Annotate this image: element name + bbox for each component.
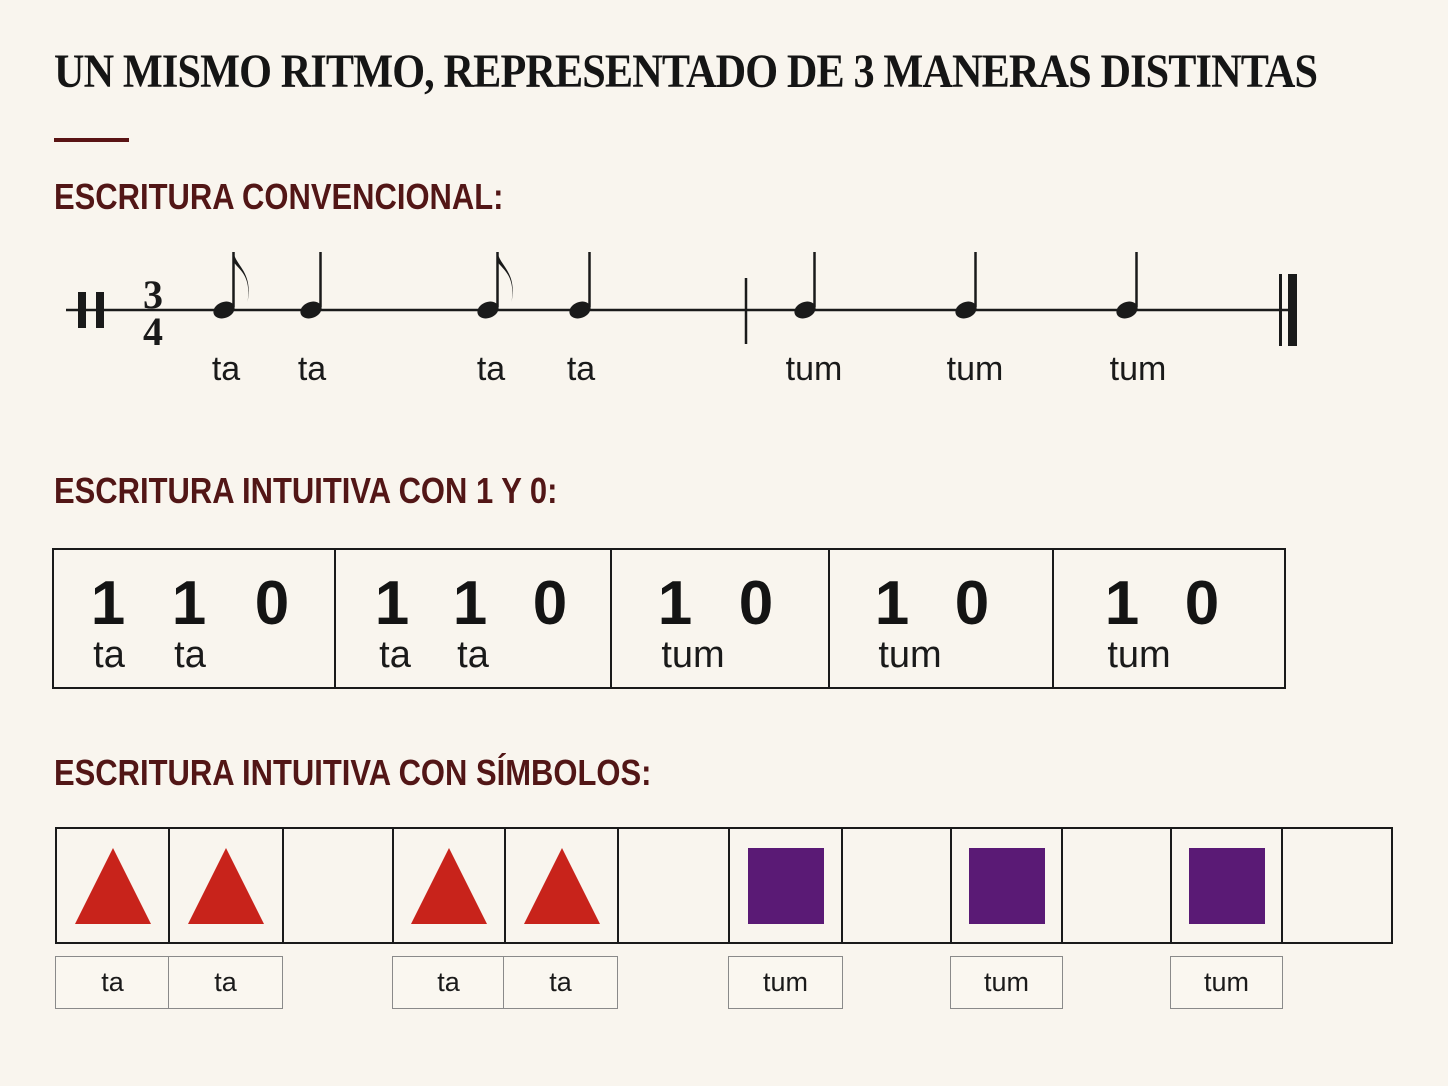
staff-syllable: ta — [297, 350, 327, 388]
binary-digit: 0 — [954, 569, 990, 638]
page-title: UN MISMO RITMO, REPRESENTADO DE 3 MANERA… — [54, 45, 1318, 98]
symbol-cell — [728, 827, 843, 944]
staff-syllable: tum — [1109, 350, 1167, 388]
symbol-label: tum — [950, 956, 1063, 1009]
binary-digit: 1 — [374, 569, 410, 638]
binary-syllable: ta — [379, 634, 411, 676]
symbol-cell-empty — [1061, 827, 1172, 944]
binary-digit: 1 — [171, 569, 207, 638]
staff-syllable: ta — [211, 350, 241, 388]
symbol-label: ta — [55, 956, 170, 1009]
staff-syllable: tum — [785, 350, 843, 388]
eighth-note-icon — [477, 252, 513, 319]
binary-digit: 1 — [874, 569, 910, 638]
binary-digit: 0 — [1184, 569, 1220, 638]
quarter-note-icon — [955, 252, 977, 319]
square-icon — [1188, 847, 1265, 924]
binary-syllable: tum — [1107, 634, 1171, 676]
eighth-note-icon — [213, 252, 249, 319]
binary-digit: 1 — [452, 569, 488, 638]
binary-digit: 1 — [90, 569, 126, 638]
binary-digit: 0 — [254, 569, 290, 638]
binary-syllable: ta — [457, 634, 489, 676]
staff-syllable: ta — [476, 350, 506, 388]
percussion-clef-icon — [78, 292, 104, 328]
triangle-icon — [523, 847, 600, 924]
symbol-cell-empty — [617, 827, 730, 944]
binary-digit: 1 — [657, 569, 693, 638]
time-signature-top: 3 — [143, 272, 163, 317]
symbol-label: ta — [503, 956, 618, 1009]
binary-digit: 1 — [1104, 569, 1140, 638]
section-label-symbols: ESCRITURA INTUITIVA CON SÍMBOLOS: — [54, 752, 652, 793]
title-underline — [54, 138, 129, 142]
symbol-cell — [950, 827, 1063, 944]
symbol-cell — [55, 827, 170, 944]
binary-group-5 — [1052, 548, 1286, 689]
symbol-cell-empty — [841, 827, 952, 944]
quarter-note-icon — [300, 252, 322, 319]
symbol-cell — [504, 827, 619, 944]
quarter-note-icon — [794, 252, 816, 319]
square-icon — [968, 847, 1045, 924]
staff-syllable: tum — [946, 350, 1004, 388]
symbol-label: tum — [728, 956, 843, 1009]
binary-digit: 0 — [532, 569, 568, 638]
final-barline — [1279, 274, 1297, 346]
section-label-conventional: ESCRITURA CONVENCIONAL: — [54, 176, 504, 217]
symbol-cell-empty — [1281, 827, 1393, 944]
triangle-icon — [411, 847, 487, 924]
binary-syllable: ta — [93, 634, 125, 676]
music-staff: 3 4 — [66, 252, 1297, 354]
symbol-cell — [392, 827, 506, 944]
symbol-label: tum — [1170, 956, 1283, 1009]
time-signature-bottom: 4 — [143, 309, 163, 354]
symbol-label: ta — [392, 956, 505, 1009]
section-label-binary: ESCRITURA INTUITIVA CON 1 Y 0: — [54, 470, 558, 511]
binary-syllable: tum — [661, 634, 725, 676]
symbol-cell — [1170, 827, 1283, 944]
staff-notes — [213, 252, 1138, 319]
binary-syllable: ta — [174, 634, 206, 676]
triangle-icon — [74, 847, 151, 924]
square-icon — [747, 847, 824, 924]
binary-syllable: tum — [878, 634, 942, 676]
symbol-label: ta — [168, 956, 283, 1009]
symbol-cell-empty — [282, 827, 394, 944]
symbol-cell — [168, 827, 284, 944]
triangle-icon — [188, 847, 264, 924]
quarter-note-icon — [1116, 252, 1138, 319]
binary-digit: 0 — [738, 569, 774, 638]
quarter-note-icon — [569, 252, 591, 319]
staff-syllable: ta — [566, 350, 596, 388]
